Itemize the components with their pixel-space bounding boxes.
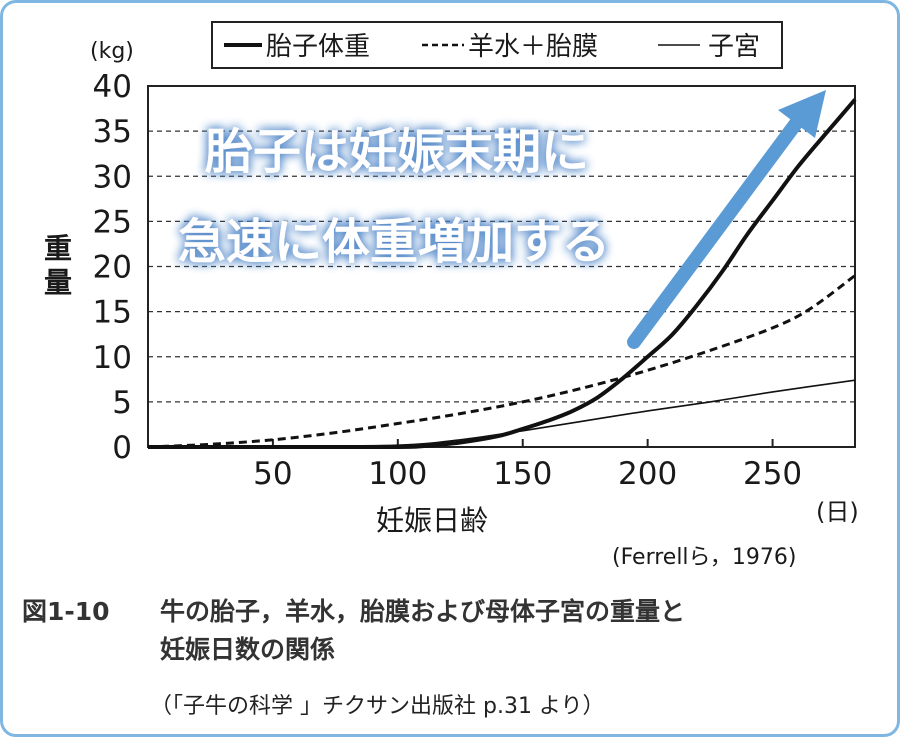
legend-label-fetus: 胎子体重 — [266, 32, 370, 62]
y-tick-label: 0 — [112, 430, 132, 466]
series-line-fluid-membranes — [147, 274, 856, 449]
y-axis-title-char-2: 量 — [44, 266, 72, 299]
y-tick-label: 5 — [112, 385, 132, 421]
series-lines — [147, 98, 857, 450]
legend-label-uterus: 子宮 — [708, 32, 760, 62]
growth-arrow-head — [778, 90, 826, 138]
plot-area — [147, 85, 856, 448]
y-tick-label: 15 — [93, 295, 132, 331]
series-line-fetus — [148, 98, 857, 450]
growth-arrow — [627, 90, 826, 349]
y-axis-title-char-1: 重 — [44, 232, 72, 265]
x-tick-label: 250 — [743, 456, 802, 492]
y-tick-label: 40 — [93, 69, 132, 105]
y-tick-label: 10 — [93, 340, 132, 376]
annotation-line-1: 胎子は妊娠末期に — [205, 124, 589, 180]
credit: （「子牛の科学 」チクサン出版社 p.31 より） — [150, 694, 605, 719]
x-axis-title: 妊娠日齢 — [376, 504, 488, 537]
x-tick-label: 50 — [253, 456, 292, 492]
legend-label-fluid: 羊水＋胎膜 — [468, 32, 598, 62]
y-tick-label: 20 — [93, 250, 132, 286]
y-tick-label: 25 — [93, 204, 132, 240]
figure-number: 図1-10 — [22, 597, 110, 626]
y-axis-title: 重 量 — [44, 232, 72, 299]
annotation: 胎子は妊娠末期に 急速に体重増加する — [178, 124, 610, 270]
y-tick-label: 35 — [93, 114, 132, 150]
x-tick-label: 200 — [618, 456, 677, 492]
tick-labels: 0 5 10 15 20 25 30 35 40 50 100 150 200 250 — [93, 69, 803, 492]
series-line-uterus — [147, 379, 856, 448]
x-unit: (日) — [816, 498, 859, 526]
caption-line-2: 妊娠日数の関係 — [160, 635, 336, 664]
source-citation: (Ferrellら，1976) — [612, 545, 796, 570]
legend: 胎子体重 羊水＋胎膜 子宮 — [211, 21, 783, 69]
gridlines — [148, 130, 855, 447]
y-tick-label: 30 — [93, 159, 132, 195]
growth-arrow-shaft — [627, 111, 807, 349]
x-tick-label: 100 — [368, 456, 427, 492]
annotation-line-2: 急速に体重増加する — [178, 214, 610, 270]
x-tick-label: 150 — [493, 456, 552, 492]
y-unit: (kg) — [90, 39, 134, 64]
caption-line-1: 牛の胎子，羊水，胎膜および母体子宮の重量と — [160, 597, 686, 626]
